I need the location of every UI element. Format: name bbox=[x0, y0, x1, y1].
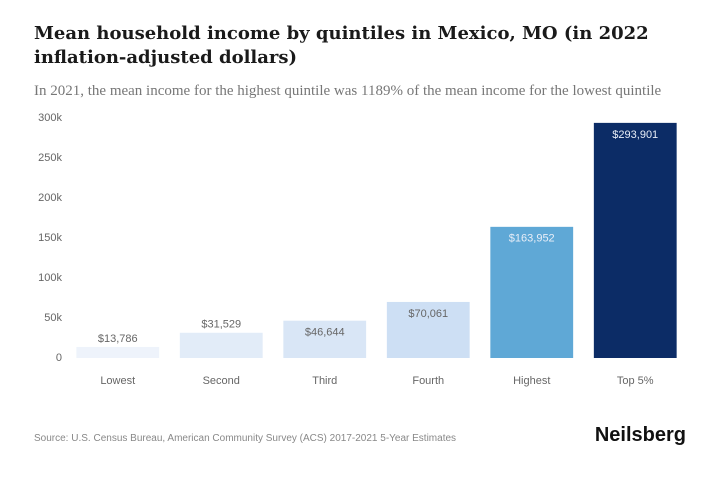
value-label: $293,901 bbox=[612, 129, 658, 141]
y-tick-label: 150k bbox=[38, 232, 62, 244]
brand-logo: Neilsberg bbox=[594, 424, 686, 446]
y-tick-label: 300k bbox=[38, 112, 62, 124]
y-tick-label: 50k bbox=[44, 312, 62, 324]
x-tick-label: Lowest bbox=[100, 375, 135, 387]
value-label: $70,061 bbox=[408, 308, 448, 320]
bar bbox=[490, 226, 574, 358]
value-label: $46,644 bbox=[305, 327, 345, 339]
x-tick-label: Top 5% bbox=[617, 375, 654, 387]
y-tick-label: 100k bbox=[38, 272, 62, 284]
x-tick-label: Second bbox=[203, 375, 240, 387]
bar bbox=[386, 301, 470, 358]
chart-subtitle: In 2021, the mean income for the highest… bbox=[34, 83, 662, 99]
x-tick-label: Third bbox=[312, 375, 337, 387]
bar bbox=[179, 332, 263, 358]
bar bbox=[283, 320, 367, 358]
y-tick-label: 200k bbox=[38, 192, 62, 204]
bar bbox=[593, 122, 677, 358]
bar bbox=[76, 346, 160, 358]
source-note: Source: U.S. Census Bureau, American Com… bbox=[34, 433, 457, 444]
x-tick-label: Fourth bbox=[412, 375, 444, 387]
value-label: $13,786 bbox=[98, 333, 138, 345]
value-label: $31,529 bbox=[201, 319, 241, 331]
y-tick-label: 0 bbox=[56, 352, 62, 364]
chart-title: Mean household income by quintiles in Me… bbox=[34, 23, 649, 68]
y-tick-label: 250k bbox=[38, 152, 62, 164]
value-label: $163,952 bbox=[509, 233, 555, 245]
x-tick-label: Highest bbox=[513, 375, 550, 387]
